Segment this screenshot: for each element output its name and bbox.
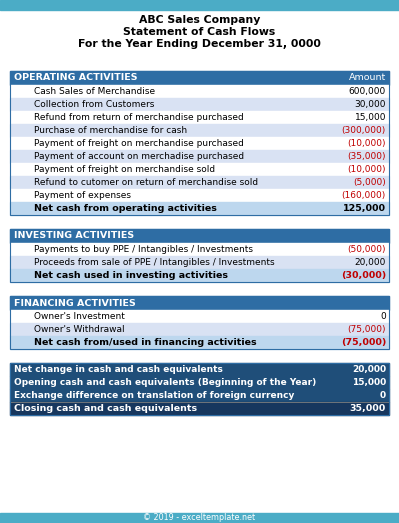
Bar xyxy=(10,296,389,310)
Text: Net change in cash and cash equivalents: Net change in cash and cash equivalents xyxy=(14,365,223,374)
Bar xyxy=(10,163,389,176)
Bar xyxy=(10,336,389,349)
Bar xyxy=(10,124,389,137)
Text: Refund to cutomer on return of merchandise sold: Refund to cutomer on return of merchandi… xyxy=(34,178,258,187)
Bar xyxy=(10,310,389,323)
Text: Payment of expenses: Payment of expenses xyxy=(34,191,131,200)
Text: OPERATING ACTIVITIES: OPERATING ACTIVITIES xyxy=(14,74,138,83)
Text: For the Year Ending December 31, 0000: For the Year Ending December 31, 0000 xyxy=(78,39,321,49)
Text: (75,000): (75,000) xyxy=(341,338,386,347)
Text: Purchase of merchandise for cash: Purchase of merchandise for cash xyxy=(34,126,187,135)
Bar xyxy=(10,71,389,215)
Text: Proceeds from sale of PPE / Intangibles / Investments: Proceeds from sale of PPE / Intangibles … xyxy=(34,258,275,267)
Bar xyxy=(10,229,389,282)
Bar xyxy=(10,150,389,163)
Text: 15,000: 15,000 xyxy=(352,378,386,387)
Text: 30,000: 30,000 xyxy=(354,100,386,109)
Text: Amount: Amount xyxy=(349,74,386,83)
Text: (30,000): (30,000) xyxy=(341,271,386,280)
Text: 20,000: 20,000 xyxy=(355,258,386,267)
Bar xyxy=(10,363,389,376)
Bar xyxy=(10,189,389,202)
Text: 15,000: 15,000 xyxy=(354,113,386,122)
Text: ABC Sales Company: ABC Sales Company xyxy=(139,15,260,25)
Bar xyxy=(10,363,389,415)
Text: 35,000: 35,000 xyxy=(350,404,386,413)
Bar xyxy=(10,202,389,215)
Text: 125,000: 125,000 xyxy=(343,204,386,213)
Bar xyxy=(10,376,389,389)
Text: Cash Sales of Merchandise: Cash Sales of Merchandise xyxy=(34,87,155,96)
Text: FINANCING ACTIVITIES: FINANCING ACTIVITIES xyxy=(14,299,136,308)
Text: Payment of freight on merchandise purchased: Payment of freight on merchandise purcha… xyxy=(34,139,244,148)
Text: Owner's Investment: Owner's Investment xyxy=(34,312,125,321)
Text: Net cash from operating activities: Net cash from operating activities xyxy=(34,204,217,213)
Text: (35,000): (35,000) xyxy=(348,152,386,161)
Bar xyxy=(10,176,389,189)
Bar xyxy=(10,402,389,415)
Text: 20,000: 20,000 xyxy=(352,365,386,374)
Bar xyxy=(10,296,389,349)
Text: 0: 0 xyxy=(380,312,386,321)
Text: Closing cash and cash equivalents: Closing cash and cash equivalents xyxy=(14,404,197,413)
Bar xyxy=(0,0,399,10)
Bar xyxy=(10,243,389,256)
Bar xyxy=(10,85,389,98)
Bar xyxy=(10,323,389,336)
Text: Owner's Withdrawal: Owner's Withdrawal xyxy=(34,325,124,334)
Text: Net cash used in investing activities: Net cash used in investing activities xyxy=(34,271,228,280)
Text: (50,000): (50,000) xyxy=(348,245,386,254)
Text: (75,000): (75,000) xyxy=(348,325,386,334)
Text: 600,000: 600,000 xyxy=(349,87,386,96)
Bar xyxy=(10,71,389,85)
Bar xyxy=(0,513,399,523)
Text: INVESTING ACTIVITIES: INVESTING ACTIVITIES xyxy=(14,232,134,241)
Text: (10,000): (10,000) xyxy=(348,165,386,174)
Text: Payment of account on merchadise purchased: Payment of account on merchadise purchas… xyxy=(34,152,244,161)
Text: (5,000): (5,000) xyxy=(353,178,386,187)
Text: (300,000): (300,000) xyxy=(342,126,386,135)
Text: Exchange difference on translation of foreign currency: Exchange difference on translation of fo… xyxy=(14,391,294,400)
Bar xyxy=(10,389,389,402)
Text: Refund from return of merchandise purchased: Refund from return of merchandise purcha… xyxy=(34,113,244,122)
Bar xyxy=(10,98,389,111)
Text: Payments to buy PPE / Intangibles / Investments: Payments to buy PPE / Intangibles / Inve… xyxy=(34,245,253,254)
Text: 0: 0 xyxy=(380,391,386,400)
Bar xyxy=(10,269,389,282)
Bar xyxy=(10,111,389,124)
Text: Opening cash and cash equivalents (Beginning of the Year): Opening cash and cash equivalents (Begin… xyxy=(14,378,316,387)
Text: (10,000): (10,000) xyxy=(348,139,386,148)
Text: Payment of freight on merchandise sold: Payment of freight on merchandise sold xyxy=(34,165,215,174)
Text: © 2019 - exceltemplate.net: © 2019 - exceltemplate.net xyxy=(143,514,256,522)
Text: Statement of Cash Flows: Statement of Cash Flows xyxy=(123,27,276,37)
Text: Collection from Customers: Collection from Customers xyxy=(34,100,154,109)
Bar xyxy=(10,256,389,269)
Text: Net cash from/used in financing activities: Net cash from/used in financing activiti… xyxy=(34,338,257,347)
Bar xyxy=(10,229,389,243)
Bar xyxy=(10,137,389,150)
Text: (160,000): (160,000) xyxy=(342,191,386,200)
